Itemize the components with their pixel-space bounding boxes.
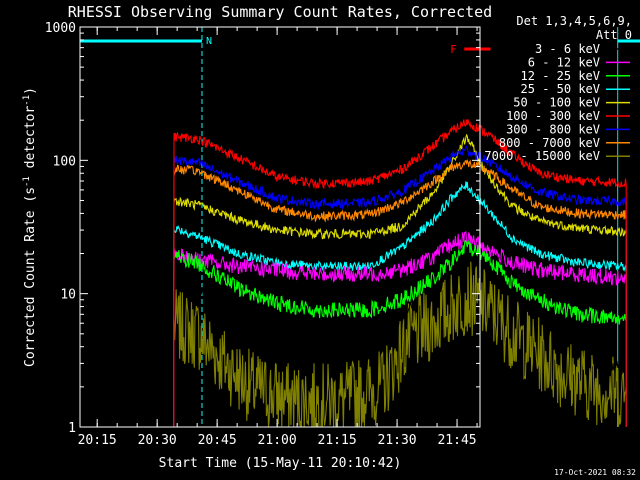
- x-tick-label: 21:30: [378, 433, 417, 448]
- y-tick-label: 100: [53, 154, 76, 169]
- legend-entry-label: 100 - 300 keV: [506, 109, 600, 123]
- legend-header-attenuator: Att 0: [596, 28, 632, 42]
- y-axis-label: Corrected Count Rate (s-1 detector-1): [22, 87, 38, 367]
- flare-label: F: [450, 43, 457, 56]
- y-tick-label: 10: [60, 288, 76, 303]
- x-axis-label: Start Time (15-May-11 20:10:42): [159, 456, 402, 471]
- legend-header-detectors: Det 1,3,4,5,6,9,: [516, 14, 632, 28]
- plot-frame: [79, 26, 481, 428]
- legend-entry-label: 50 - 100 keV: [513, 96, 600, 110]
- series-line: [173, 145, 627, 428]
- legend-entry-label: 7000 - 15000 keV: [484, 149, 600, 163]
- plot-area: NF: [79, 27, 640, 428]
- legend-entry-label: 300 - 800 keV: [506, 122, 600, 136]
- series-line: [173, 159, 627, 428]
- legend-entry-label: 12 - 25 keV: [521, 69, 600, 83]
- legend-entry-label: 25 - 50 keV: [521, 82, 600, 96]
- series-line: [173, 209, 627, 428]
- series-line: [173, 239, 627, 428]
- series-line: [173, 119, 627, 428]
- y-tick-label: 1000: [45, 21, 76, 36]
- series-line: [173, 133, 627, 428]
- x-tick-label: 20:30: [138, 433, 177, 448]
- series-line: [173, 181, 627, 428]
- x-tick-label: 20:45: [198, 433, 237, 448]
- timestamp: 17-Oct-2021 08:32: [554, 468, 636, 477]
- x-tick-label: 21:45: [437, 433, 476, 448]
- y-axis: 1 10 100 1000: [45, 21, 480, 436]
- series-line: [173, 261, 627, 428]
- legend-entry-label: 6 - 12 keV: [528, 55, 600, 69]
- series-line: [173, 231, 627, 428]
- chart-title: RHESSI Observing Summary Count Rates, Co…: [68, 3, 492, 21]
- legend-entry-label: 3 - 6 keV: [535, 42, 600, 56]
- night-label: N: [206, 36, 212, 47]
- legend-entry-label: 800 - 7000 keV: [499, 136, 600, 150]
- x-tick-label: 20:15: [78, 433, 117, 448]
- x-tick-label: 21:00: [258, 433, 297, 448]
- y-tick-label: 1: [68, 421, 76, 436]
- x-axis: 20:15 20:30 20:45 21:00 21:15 21:30 21:45: [78, 27, 478, 448]
- axes: [79, 26, 481, 428]
- x-tick-label: 21:15: [318, 433, 357, 448]
